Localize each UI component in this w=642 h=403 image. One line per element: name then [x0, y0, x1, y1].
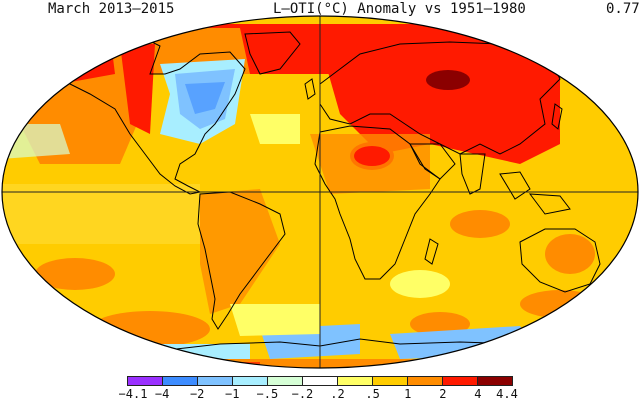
period-label: March 2013–2015	[48, 1, 175, 17]
graticule	[2, 16, 638, 368]
legend-swatch	[338, 377, 373, 385]
map-title: L–OTI(°C) Anomaly vs 1951–1980	[273, 1, 526, 17]
legend-label: 2	[439, 387, 447, 401]
legend-label: .5	[365, 387, 380, 401]
legend-swatch	[478, 377, 512, 385]
legend-label: −4	[154, 387, 170, 401]
continent-outlines	[59, 31, 621, 365]
legend-label: 1	[404, 387, 412, 401]
legend-label: −1	[225, 387, 240, 401]
map-header: March 2013–2015 L–OTI(°C) Anomaly vs 195…	[0, 0, 642, 18]
legend-labels: −4.1 −4 −2 −1 −.5 −.2 .2 .5 1 2 4 4.4	[119, 387, 518, 401]
legend-color-bar	[127, 376, 513, 386]
color-legend: −4.1 −4 −2 −1 −.5 −.2 .2 .5 1 2 4 4.4	[119, 376, 518, 403]
legend-swatch	[198, 377, 233, 385]
legend-label: −2	[189, 387, 205, 401]
legend-label: 4.4	[496, 387, 518, 401]
legend-label: .2	[330, 387, 345, 401]
legend-swatch	[268, 377, 303, 385]
temperature-anomaly-map	[1, 15, 639, 369]
legend-label: 4	[474, 387, 482, 401]
legend-label: −.2	[291, 387, 314, 401]
legend-label: −4.1	[118, 387, 148, 401]
legend-swatch	[233, 377, 268, 385]
global-mean-value: 0.77	[606, 1, 640, 17]
legend-swatch	[443, 377, 478, 385]
legend-swatch	[408, 377, 443, 385]
globe-border	[1, 15, 639, 369]
legend-swatch	[128, 377, 163, 385]
legend-label: −.5	[256, 387, 279, 401]
legend-swatch	[373, 377, 408, 385]
legend-swatch	[303, 377, 338, 385]
legend-swatch	[163, 377, 198, 385]
